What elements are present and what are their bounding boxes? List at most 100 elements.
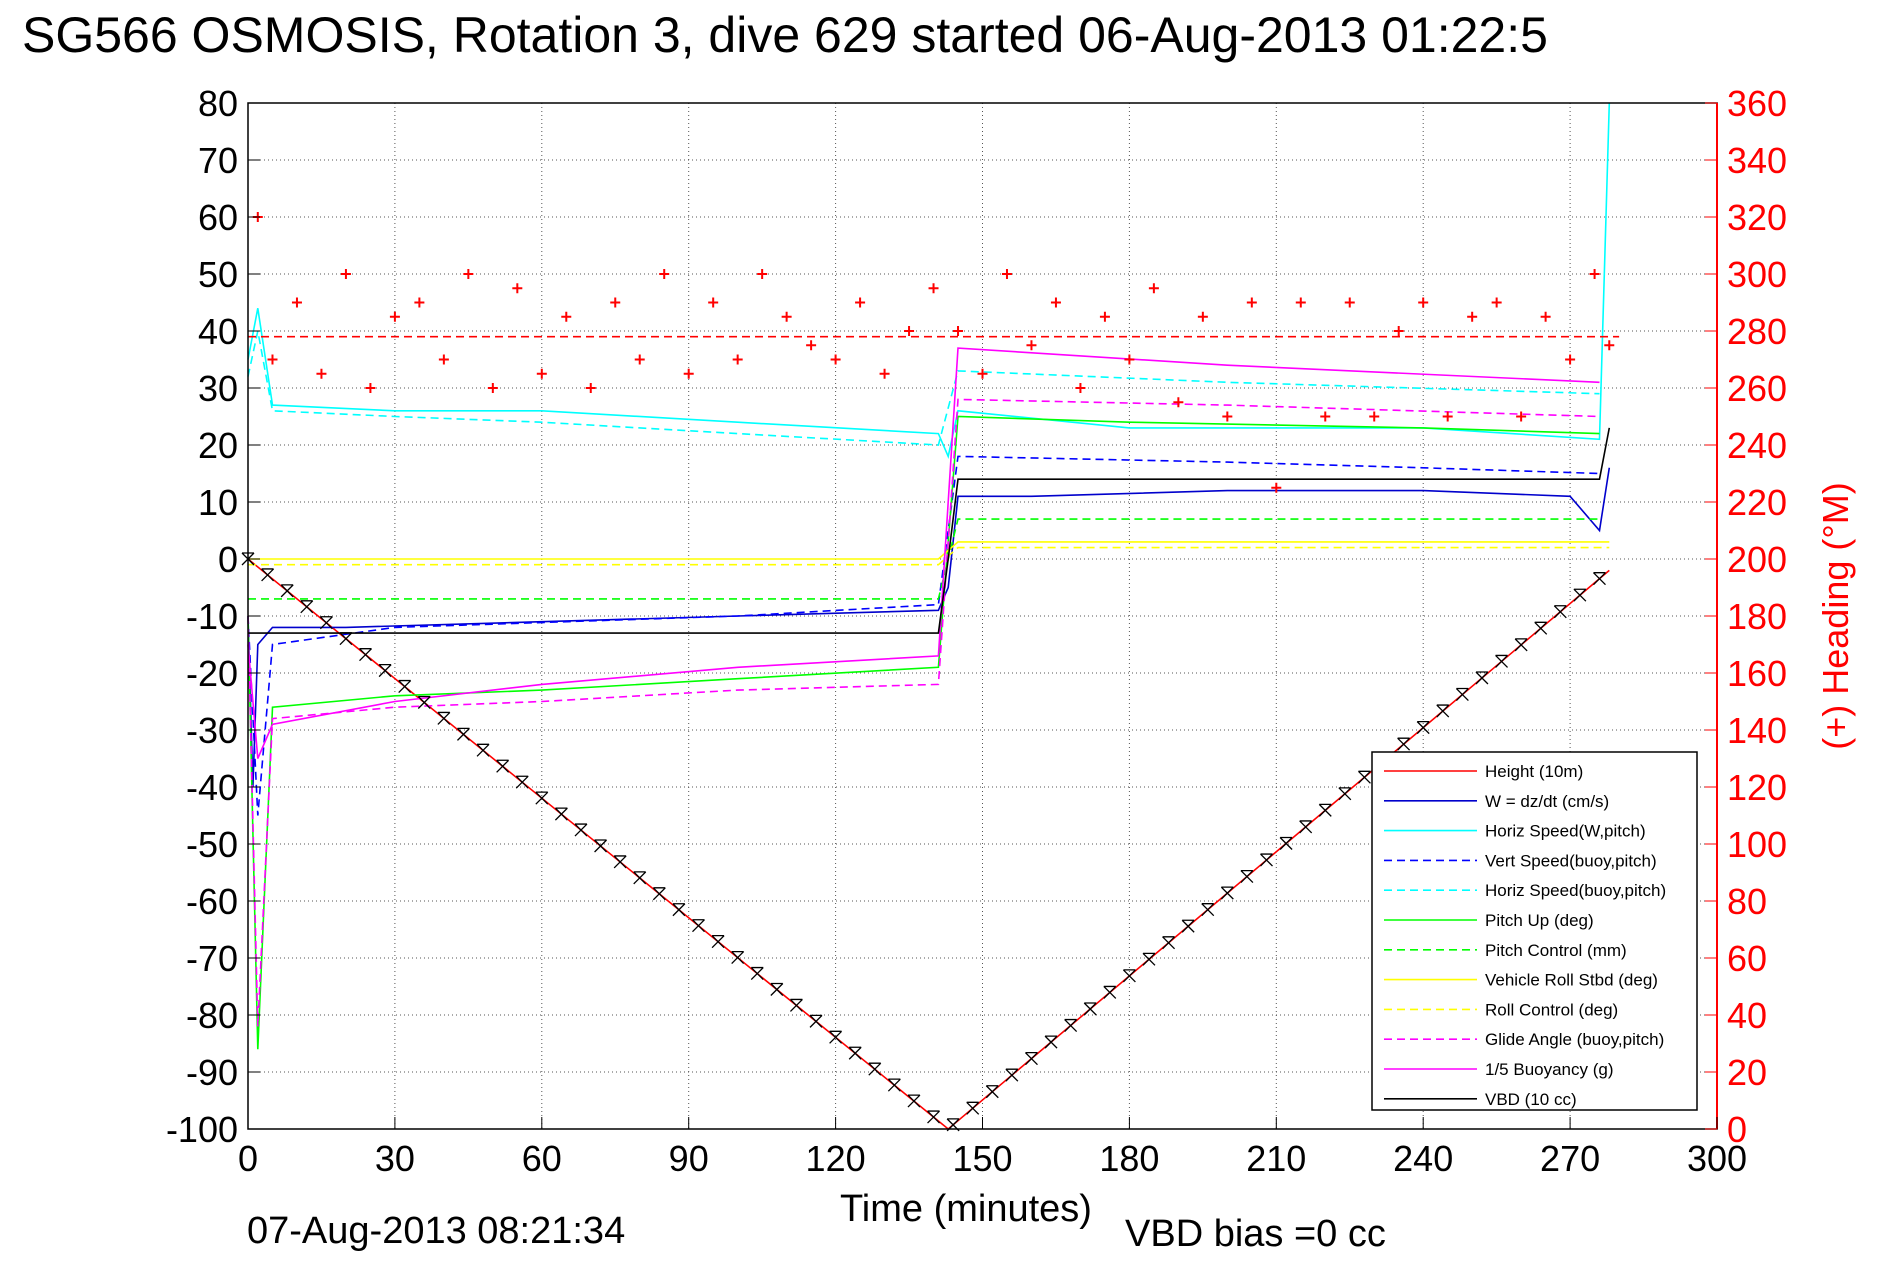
heading-marker	[977, 368, 988, 379]
heading-marker	[634, 354, 645, 365]
legend-item-label: Pitch Control (mm)	[1485, 941, 1627, 960]
height-marker	[985, 1085, 999, 1099]
y-axis-left: 80 70 60 50 40 30 20 10 0 -10 -20 -30 -40 -50 -60 -70 -8…	[166, 83, 260, 1150]
heading-marker	[1124, 354, 1135, 365]
height-marker	[1299, 820, 1313, 834]
height-marker	[692, 919, 705, 933]
heading-marker	[1604, 340, 1615, 351]
x-tick-label: 120	[806, 1138, 866, 1179]
height-marker	[535, 791, 549, 805]
y2-tick-label: 360	[1727, 83, 1787, 124]
heading-marker	[683, 368, 694, 379]
y2-tick-label: 160	[1727, 653, 1787, 694]
y-tick-label: -100	[166, 1109, 238, 1150]
series-vehicle-roll-stbd-deg	[248, 541, 1610, 560]
heading-marker	[512, 283, 523, 294]
legend-item-label: VBD (10 cc)	[1485, 1090, 1577, 1109]
y2-tick-label: 340	[1727, 140, 1787, 181]
y-tick-label: -70	[186, 938, 238, 979]
height-marker	[887, 1078, 901, 1092]
heading-marker	[1148, 283, 1159, 294]
heading-marker	[1026, 340, 1037, 351]
y-tick-label: 30	[198, 368, 238, 409]
height-marker	[359, 648, 372, 662]
heading-marker	[1320, 411, 1331, 422]
legend-item-label: Pitch Up (deg)	[1485, 911, 1594, 930]
heading-marker	[904, 326, 915, 336]
height-marker	[1240, 869, 1254, 884]
height-marker	[1122, 969, 1136, 983]
heading-marker	[1516, 411, 1527, 422]
height-marker	[1318, 803, 1332, 817]
y-tick-label: -40	[186, 767, 238, 808]
height-marker	[1005, 1068, 1019, 1082]
height-marker	[319, 616, 333, 630]
height-marker	[515, 775, 529, 789]
height-marker	[1162, 936, 1176, 950]
height-marker	[966, 1101, 980, 1115]
heading-marker	[953, 326, 964, 336]
series-vert-speed-buoy-pitch	[247, 455, 1600, 816]
x-tick-label: 90	[669, 1138, 709, 1179]
heading-marker	[781, 311, 792, 322]
height-marker	[1514, 638, 1528, 652]
y2-tick-label: 180	[1727, 596, 1787, 637]
x-axis-label: Time (minutes)	[840, 1188, 1092, 1230]
y2-tick-label: 0	[1727, 1109, 1747, 1150]
series-vbd-10-cc	[248, 427, 1611, 634]
height-marker	[1573, 588, 1587, 602]
heading-marker	[1099, 311, 1110, 322]
height-marker	[1142, 952, 1156, 966]
height-marker	[1260, 853, 1273, 867]
heading-marker	[830, 354, 841, 365]
heading-marker	[708, 297, 719, 308]
height-marker	[613, 855, 627, 869]
height-marker	[339, 632, 353, 646]
y2-tick-label: 280	[1727, 311, 1787, 352]
height-marker	[1338, 787, 1352, 801]
height-marker	[633, 871, 647, 885]
heading-marker	[291, 297, 302, 308]
heading-marker	[389, 311, 400, 322]
y2-tick-label: 200	[1727, 539, 1787, 580]
y2-tick-label: 40	[1727, 995, 1767, 1036]
x-tick-label: 0	[238, 1138, 258, 1179]
x-tick-label: 30	[375, 1138, 415, 1179]
y-axis-right: 3603403203002802602402202001801601401201…	[1705, 83, 1787, 1150]
x-tick-label: 300	[1687, 1138, 1747, 1179]
y-tick-label: 0	[218, 539, 238, 580]
x-tick-label: 210	[1246, 1138, 1306, 1179]
series-horiz-speed-buoy-pitch	[247, 330, 1600, 446]
heading-marker	[438, 354, 449, 365]
y-tick-label: 80	[198, 83, 238, 124]
heading-marker	[1491, 297, 1502, 308]
heading-marker	[316, 368, 327, 379]
height-marker	[574, 823, 588, 837]
vbd-bias-label: VBD bias =0 cc	[1125, 1213, 1386, 1255]
heading-marker	[1540, 311, 1551, 322]
legend-item-label: Height (10m)	[1485, 762, 1583, 781]
heading-marker	[855, 297, 866, 308]
heading-marker	[1467, 311, 1478, 322]
y2-tick-label: 100	[1727, 824, 1787, 865]
y-tick-label: 60	[198, 197, 238, 238]
y-tick-label: -60	[186, 881, 238, 922]
heading-marker	[340, 269, 351, 279]
legend-box	[1371, 751, 1698, 1111]
heading-marker	[1246, 297, 1257, 308]
height-marker	[1181, 919, 1195, 933]
y-tick-label: 70	[198, 140, 238, 181]
height-marker	[789, 998, 803, 1012]
y-tick-label: -50	[186, 824, 238, 865]
heading-marker	[1001, 269, 1012, 279]
x-tick-label: 60	[522, 1138, 562, 1179]
height-marker	[280, 584, 294, 598]
heading-marker	[1589, 269, 1600, 279]
height-marker	[1455, 687, 1469, 701]
legend-item-label: Roll Control (deg)	[1485, 1000, 1618, 1019]
heading-marker	[1295, 297, 1306, 308]
y2-tick-label: 320	[1727, 197, 1787, 238]
height-marker	[1201, 903, 1215, 917]
height-marker	[398, 679, 412, 694]
heading-marker	[536, 368, 547, 379]
